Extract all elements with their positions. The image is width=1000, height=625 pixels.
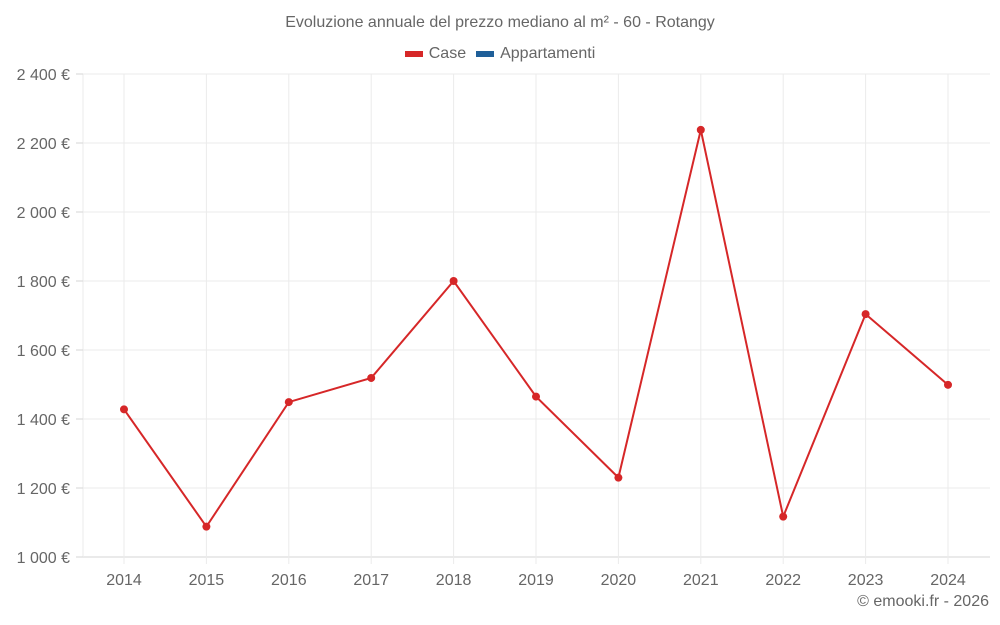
x-tick-label: 2017 bbox=[353, 572, 389, 589]
series-case bbox=[120, 125, 952, 531]
data-point[interactable] bbox=[367, 373, 376, 382]
x-tick-label: 2016 bbox=[271, 572, 307, 589]
x-tick-label: 2020 bbox=[601, 572, 637, 589]
legend-swatch-appartamenti bbox=[476, 51, 495, 57]
y-tick-label: 1 200 € bbox=[17, 481, 70, 498]
chart-legend: Case Appartamenti bbox=[0, 45, 1000, 63]
y-tick-label: 2 200 € bbox=[17, 136, 70, 153]
data-point[interactable] bbox=[696, 125, 705, 134]
x-tick-label: 2021 bbox=[683, 572, 719, 589]
data-point[interactable] bbox=[284, 398, 293, 407]
copyright-footer: © emooki.fr - 2026 bbox=[857, 593, 989, 610]
legend-label-appartamenti: Appartamenti bbox=[500, 45, 596, 62]
y-tick-label: 2 000 € bbox=[17, 205, 70, 222]
x-tick-label: 2019 bbox=[518, 572, 554, 589]
y-axis: 1 000 € 1 200 € 1 400 € 1 600 € 1 800 € 2 000… bbox=[17, 67, 83, 567]
x-tick-label: 2023 bbox=[848, 572, 884, 589]
data-point[interactable] bbox=[861, 310, 870, 319]
legend-item-case[interactable]: Case bbox=[404, 45, 467, 63]
data-point[interactable] bbox=[779, 512, 788, 521]
y-tick-label: 1 400 € bbox=[17, 412, 70, 429]
y-tick-label: 1 000 € bbox=[17, 550, 70, 567]
grid-lines bbox=[82, 73, 990, 564]
x-tick-label: 2015 bbox=[189, 572, 225, 589]
data-point[interactable] bbox=[532, 392, 540, 401]
chart-title: Evoluzione annuale del prezzo mediano al… bbox=[285, 14, 715, 31]
data-point[interactable] bbox=[449, 277, 458, 285]
y-tick-label: 2 400 € bbox=[17, 67, 70, 84]
x-tick-label: 2018 bbox=[436, 572, 472, 589]
x-tick-label: 2024 bbox=[930, 572, 966, 589]
data-point[interactable] bbox=[614, 473, 623, 482]
y-tick-label: 1 800 € bbox=[17, 274, 70, 291]
x-tick-label: 2022 bbox=[765, 572, 801, 589]
x-tick-label: 2014 bbox=[106, 572, 142, 589]
legend-swatch-case bbox=[404, 51, 423, 57]
x-axis: 2014 2015 2016 2017 2018 2019 2020 2021 2022 2023… bbox=[106, 572, 966, 589]
data-point[interactable] bbox=[202, 522, 211, 531]
y-tick-label: 1 600 € bbox=[17, 343, 70, 360]
data-point[interactable] bbox=[120, 405, 128, 414]
legend-item-appartamenti[interactable]: Appartamenti bbox=[476, 45, 595, 63]
legend-label-case: Case bbox=[428, 45, 467, 62]
data-point[interactable] bbox=[944, 380, 952, 389]
